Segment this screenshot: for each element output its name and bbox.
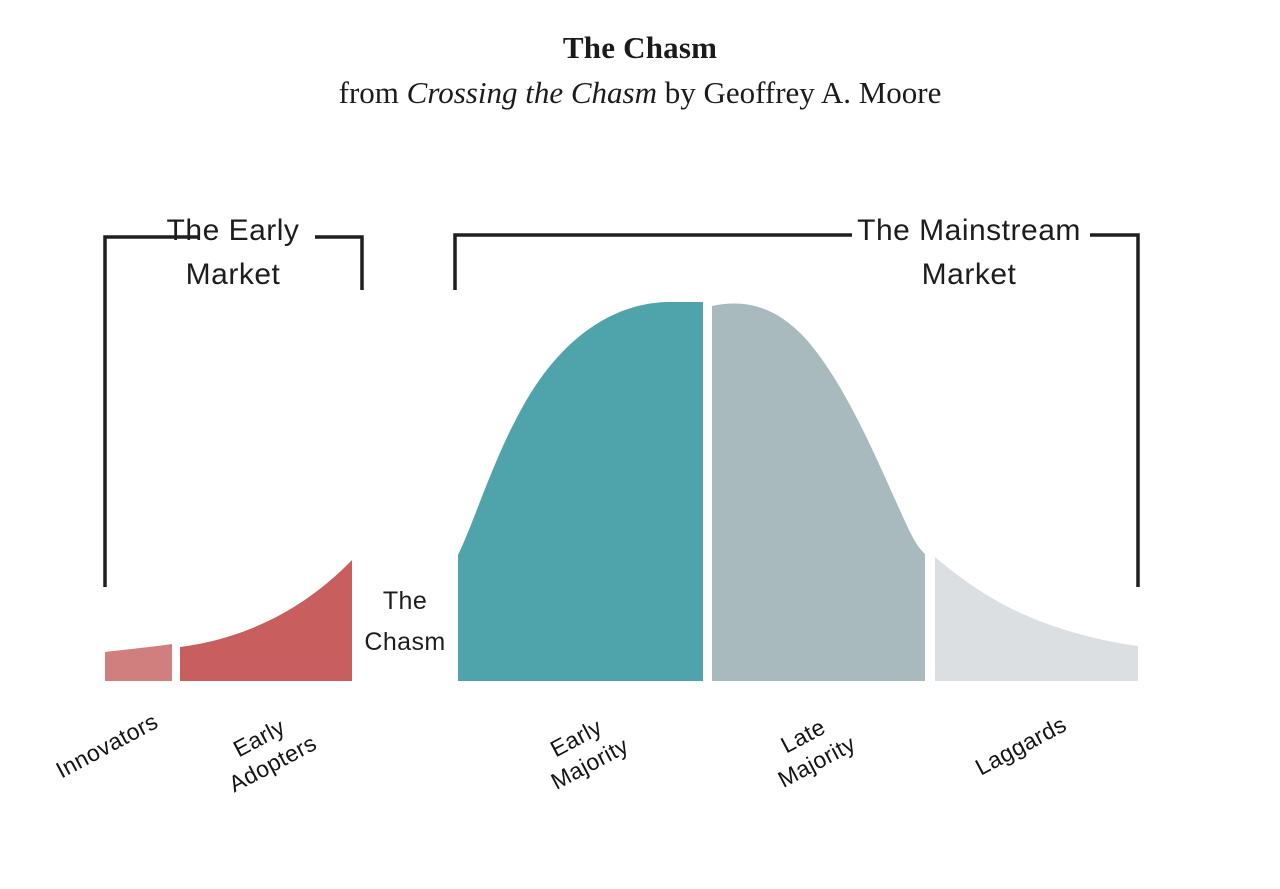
chasm-label-line2: Chasm [364,628,446,656]
early-market-bracket-right-arm [315,235,364,290]
early-market-label: The Early Market [167,209,300,297]
header: The Chasm from Crossing the Chasm by Geo… [0,30,1280,111]
laggards-area [935,557,1138,681]
mainstream-market-bracket-left-arm [453,233,852,290]
early-market-label-line1: The Early [166,214,300,247]
mainstream-market-bracket-right-arm [1090,233,1140,587]
innovators-area [105,644,172,681]
chasm-label-line1: The [382,587,428,615]
early-market-label-line2: Market [185,258,281,291]
chasm-label: The Chasm [364,581,445,663]
subtitle-book-title: Crossing the Chasm [406,75,657,110]
early-majority-area [458,302,703,681]
mainstream-market-label-line2: Market [921,258,1017,291]
subtitle-prefix: from [338,75,407,110]
late-majority-area [712,303,925,681]
mainstream-market-label-line1: The Mainstream [857,214,1081,247]
early-market-bracket-left-arm [103,235,200,587]
mainstream-market-label: The Mainstream Market [857,209,1081,297]
page-title: The Chasm [562,30,718,65]
early-adopters-area [180,560,352,681]
subtitle-suffix: by Geoffrey A. Moore [656,75,942,110]
page-subtitle: from Crossing the Chasm by Geoffrey A. M… [0,75,1280,111]
